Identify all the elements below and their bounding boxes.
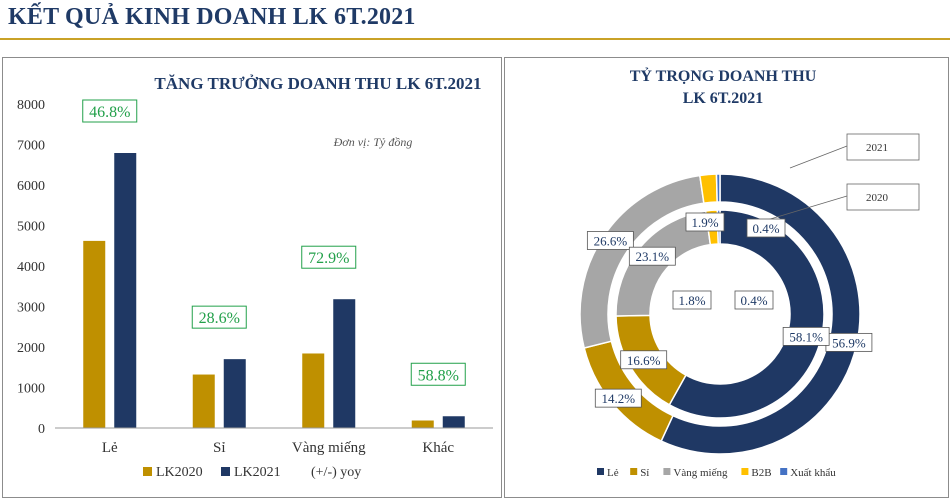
donut-label: 23.1% — [636, 249, 670, 264]
bar-marks: 46.8% 28.6% 72.9% 58.8% — [82, 99, 466, 428]
donut-legend-label: B2B — [751, 467, 771, 479]
yoy-label-box — [82, 99, 138, 123]
donut-label-box — [594, 388, 642, 408]
donut-label-box — [734, 290, 774, 310]
yoy-label: 72.9% — [308, 250, 349, 267]
yoy-label: 58.8% — [418, 367, 459, 384]
donut-label: 56.9% — [832, 335, 866, 350]
donut-slice-2021 — [660, 173, 861, 455]
x-tick-label: Lẻ — [102, 440, 118, 456]
donut-legend-label: Sỉ — [640, 467, 649, 479]
donut-label: 0.4% — [740, 293, 767, 308]
yoy-label-box — [191, 305, 247, 329]
y-tick-label: 5000 — [17, 220, 45, 235]
bar-lk2020 — [192, 374, 215, 428]
y-tick-label: 0 — [38, 422, 45, 437]
bar-lk2020 — [302, 353, 325, 428]
donut-label-box — [586, 231, 634, 250]
legend-label-yoy: (+/-) yoy — [311, 465, 361, 480]
donut-slice-2021 — [715, 173, 721, 203]
y-tick-label: 6000 — [17, 179, 45, 194]
ring-callout-label: 2021 — [866, 142, 888, 154]
donut-title-line-1: TỶ TRỌNG DOANH THU — [630, 66, 817, 85]
x-tick-label: Vàng miếng — [292, 440, 366, 456]
x-axis: Lẻ Sỉ Vàng miếng Khác — [55, 427, 493, 456]
ring-callout-box — [846, 183, 920, 211]
donut-legend-label: Lẻ — [607, 467, 619, 479]
donut-label: 1.9% — [691, 215, 718, 230]
bar-legend: LK2020 LK2021 (+/-) yoy — [143, 465, 361, 480]
x-tick-label: Sỉ — [213, 440, 226, 456]
donut-legend-swatch — [741, 468, 749, 475]
y-tick-label: 2000 — [17, 341, 45, 356]
donut-labels: 56.9% 14.2% 26.6% 1.9% 0.4% 58.1% 16.6% 23.1% 1.… — [586, 212, 873, 408]
donut-legend-swatch — [663, 468, 671, 475]
donut-slice-2020 — [668, 209, 825, 419]
donut-legend-label: Xuất khẩu — [790, 467, 836, 479]
donut-label: 58.1% — [789, 329, 823, 344]
y-tick-label: 3000 — [17, 301, 45, 316]
donut-legend-swatch — [597, 468, 604, 475]
donut-label-box — [628, 246, 676, 266]
bar-lk2021 — [223, 359, 246, 428]
bar-chart-title: TĂNG TRƯỞNG DOANH THU LK 6T.2021 — [154, 74, 481, 93]
donut-label: 0.4% — [752, 221, 779, 236]
donut-legend-swatch — [630, 468, 638, 475]
donut-label-box — [685, 212, 725, 232]
title-divider — [0, 38, 950, 40]
ring-callout-box — [846, 133, 920, 161]
donut-title-line-2: LK 6T.2021 — [683, 90, 764, 107]
legend-label: LK2020 — [156, 465, 203, 480]
donut-label: 14.2% — [601, 391, 635, 406]
donut-callouts: 2021 2020 — [766, 133, 920, 221]
revenue-growth-bar-chart: TĂNG TRƯỞNG DOANH THU LK 6T.2021 Đơn vị:… — [17, 74, 493, 480]
bar-lk2021 — [114, 153, 137, 428]
y-axis: 0 1000 2000 3000 4000 5000 6000 7000 8000 — [17, 98, 45, 437]
legend-swatch-lk2021 — [221, 467, 230, 476]
revenue-share-donut-chart: TỶ TRỌNG DOANH THU LK 6T.2021 2021 2020 5… — [579, 66, 920, 479]
x-tick-label: Khác — [422, 440, 454, 456]
yoy-label-box — [301, 245, 357, 269]
donut-label: 16.6% — [627, 353, 661, 368]
page-title: KẾT QUẢ KINH DOANH LK 6T.2021 — [8, 4, 416, 30]
revenue-share-panel: TỶ TRỌNG DOANH THU LK 6T.2021 2021 2020 5… — [504, 57, 949, 498]
donut-legend-swatch — [780, 468, 788, 475]
donut-label-box — [672, 290, 712, 310]
ring-callout-line — [766, 195, 848, 221]
bar-lk2020 — [411, 420, 434, 428]
ring-callout-line — [789, 145, 848, 169]
yoy-label: 46.8% — [89, 104, 130, 121]
yoy-label: 28.6% — [199, 310, 240, 327]
yoy-label-box — [410, 362, 466, 386]
unit-note: Đơn vị: Tỷ đồng — [333, 135, 413, 149]
donut-label-box — [746, 218, 786, 238]
legend-label: LK2021 — [234, 465, 281, 480]
legend-swatch-lk2020 — [143, 467, 152, 476]
bar-lk2020 — [83, 240, 106, 428]
y-tick-label: 8000 — [17, 98, 45, 113]
donut-label: 1.8% — [678, 293, 705, 308]
y-tick-label: 1000 — [17, 382, 45, 397]
ring-callout-label: 2020 — [866, 192, 889, 204]
donut-label: 26.6% — [594, 233, 628, 248]
y-tick-label: 7000 — [17, 139, 45, 154]
revenue-growth-panel: TĂNG TRƯỞNG DOANH THU LK 6T.2021 Đơn vị:… — [2, 57, 502, 498]
y-tick-label: 4000 — [17, 260, 45, 275]
bar-lk2021 — [442, 416, 465, 428]
donut-label-box — [620, 350, 668, 370]
donut-label-box — [782, 327, 830, 346]
donut-legend: Lẻ Sỉ Vàng miếng B2B Xuất khẩu — [597, 467, 836, 479]
bar-lk2021 — [333, 299, 356, 428]
donut-legend-label: Vàng miếng — [673, 467, 728, 479]
